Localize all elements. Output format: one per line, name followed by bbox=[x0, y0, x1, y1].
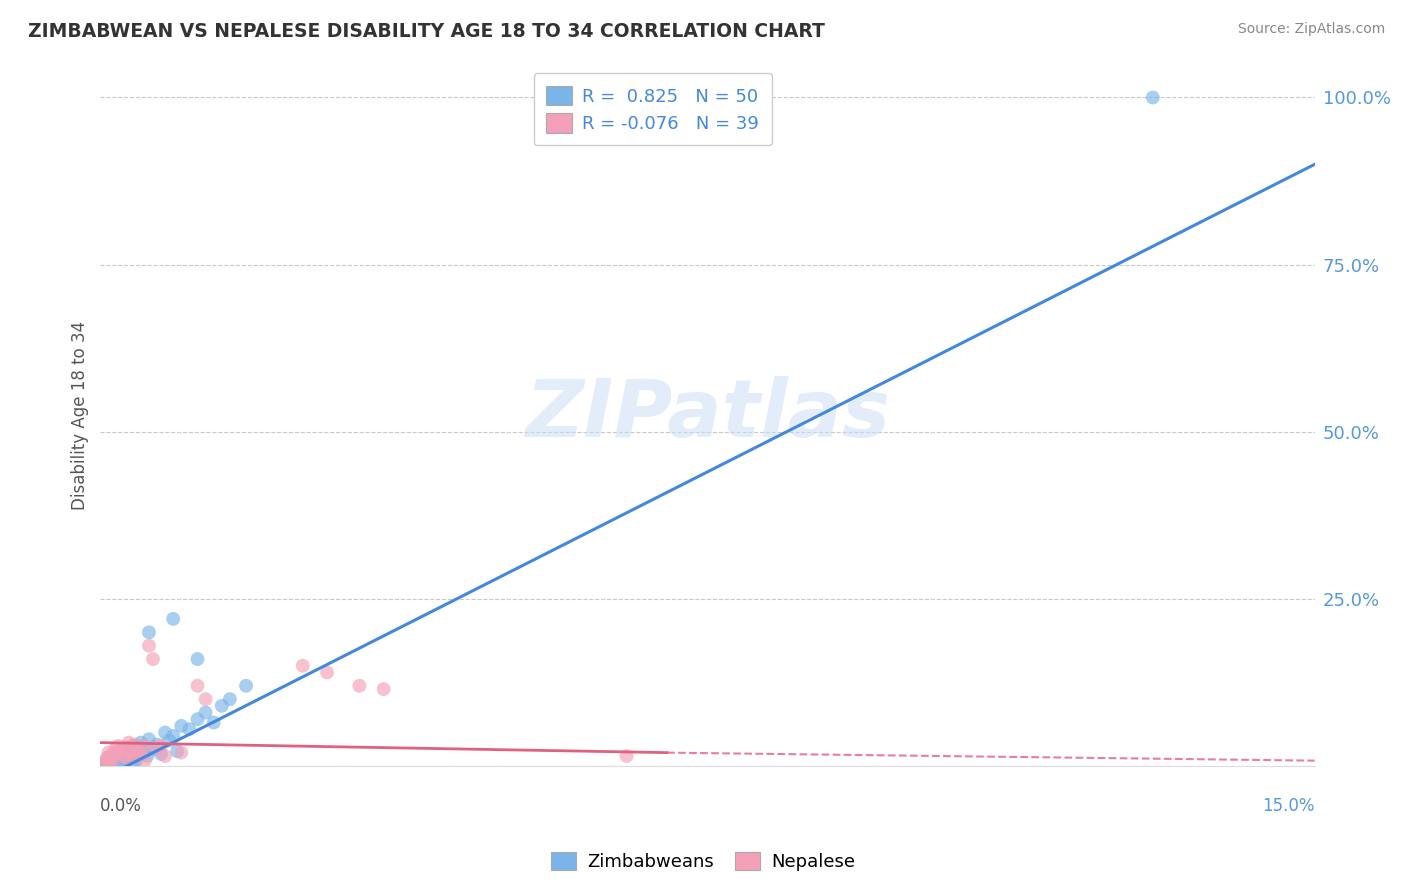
Point bbox=[96, 751, 118, 765]
Point bbox=[115, 751, 138, 765]
Point bbox=[186, 712, 208, 726]
Point bbox=[150, 739, 173, 753]
Point bbox=[138, 625, 160, 640]
Point bbox=[121, 739, 143, 753]
Point bbox=[118, 744, 141, 758]
Point bbox=[134, 739, 156, 753]
Point bbox=[105, 746, 128, 760]
Point bbox=[186, 679, 208, 693]
Point bbox=[104, 742, 127, 756]
Point bbox=[96, 756, 118, 770]
Point bbox=[146, 738, 169, 752]
Point bbox=[194, 692, 217, 706]
Text: Source: ZipAtlas.com: Source: ZipAtlas.com bbox=[1237, 22, 1385, 37]
Point bbox=[153, 749, 176, 764]
Point bbox=[218, 692, 240, 706]
Legend: R =  0.825   N = 50, R = -0.076   N = 39: R = 0.825 N = 50, R = -0.076 N = 39 bbox=[534, 73, 772, 145]
Point bbox=[129, 736, 152, 750]
Point bbox=[128, 747, 150, 761]
Point bbox=[115, 754, 138, 768]
Point bbox=[170, 719, 193, 733]
Point bbox=[98, 749, 121, 764]
Point bbox=[114, 746, 136, 760]
Point bbox=[138, 732, 160, 747]
Point bbox=[134, 746, 156, 760]
Point bbox=[93, 757, 115, 772]
Point bbox=[97, 758, 120, 772]
Point bbox=[107, 739, 129, 753]
Point bbox=[128, 740, 150, 755]
Point bbox=[129, 746, 152, 760]
Point bbox=[373, 682, 395, 697]
Legend: Zimbabweans, Nepalese: Zimbabweans, Nepalese bbox=[544, 845, 862, 879]
Point bbox=[146, 742, 169, 756]
Point bbox=[142, 742, 165, 756]
Point bbox=[125, 739, 148, 753]
Point bbox=[120, 749, 142, 764]
Point bbox=[153, 725, 176, 739]
Point bbox=[162, 612, 184, 626]
Point bbox=[316, 665, 339, 680]
Point bbox=[235, 679, 257, 693]
Point bbox=[93, 756, 115, 770]
Point bbox=[194, 706, 217, 720]
Point bbox=[211, 698, 233, 713]
Point bbox=[98, 754, 121, 768]
Point bbox=[118, 736, 141, 750]
Point bbox=[121, 742, 143, 756]
Point bbox=[120, 746, 142, 760]
Point bbox=[138, 639, 160, 653]
Point bbox=[616, 749, 638, 764]
Text: ZIMBABWEAN VS NEPALESE DISABILITY AGE 18 TO 34 CORRELATION CHART: ZIMBABWEAN VS NEPALESE DISABILITY AGE 18… bbox=[28, 22, 825, 41]
Point bbox=[114, 751, 136, 765]
Point bbox=[125, 742, 148, 756]
Text: ZIPatlas: ZIPatlas bbox=[524, 376, 890, 454]
Point bbox=[101, 756, 124, 771]
Point bbox=[101, 749, 124, 764]
Point bbox=[124, 755, 146, 769]
Point bbox=[96, 752, 118, 766]
Point bbox=[291, 658, 314, 673]
Point bbox=[170, 746, 193, 760]
Point bbox=[186, 652, 208, 666]
Point bbox=[101, 754, 124, 768]
Point bbox=[179, 723, 201, 737]
Point bbox=[114, 740, 136, 755]
Point bbox=[202, 715, 225, 730]
Point bbox=[157, 733, 180, 747]
Point bbox=[110, 747, 132, 761]
Point bbox=[93, 757, 115, 772]
Text: 15.0%: 15.0% bbox=[1263, 797, 1315, 814]
Point bbox=[110, 744, 132, 758]
Point bbox=[97, 746, 120, 760]
Point bbox=[105, 746, 128, 760]
Point bbox=[349, 679, 371, 693]
Point bbox=[110, 753, 132, 767]
Point bbox=[107, 756, 129, 770]
Point bbox=[118, 747, 141, 761]
Point bbox=[111, 749, 134, 764]
Y-axis label: Disability Age 18 to 34: Disability Age 18 to 34 bbox=[72, 320, 89, 509]
Text: 0.0%: 0.0% bbox=[100, 797, 142, 814]
Point bbox=[101, 754, 124, 768]
Point bbox=[150, 747, 173, 761]
Point bbox=[124, 738, 146, 752]
Point bbox=[125, 752, 148, 766]
Point bbox=[142, 652, 165, 666]
Point bbox=[162, 729, 184, 743]
Point bbox=[105, 747, 128, 761]
Point bbox=[97, 752, 120, 766]
Point bbox=[97, 756, 120, 770]
Point bbox=[134, 754, 156, 768]
Point bbox=[166, 744, 188, 758]
Point bbox=[136, 749, 159, 764]
Point bbox=[121, 749, 143, 764]
Point bbox=[104, 749, 127, 764]
Point bbox=[98, 757, 121, 772]
Point bbox=[111, 742, 134, 756]
Point bbox=[105, 751, 128, 765]
Point bbox=[1142, 90, 1164, 104]
